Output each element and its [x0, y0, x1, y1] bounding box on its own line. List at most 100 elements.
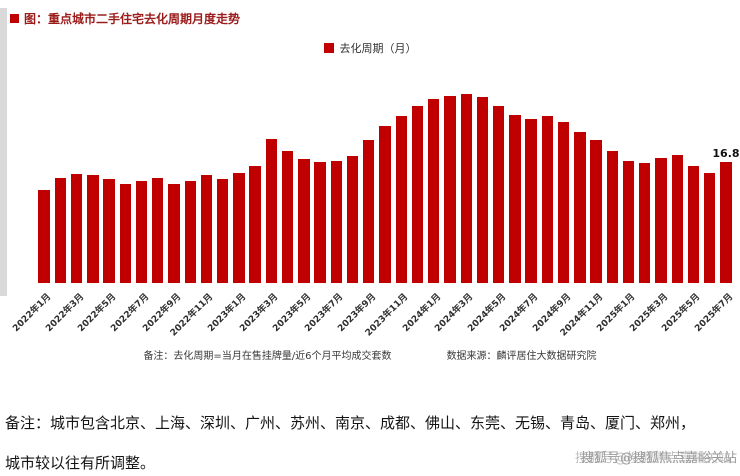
bar-column	[182, 60, 198, 283]
bar	[298, 159, 310, 283]
bar-column	[52, 60, 68, 283]
bar	[265, 139, 278, 283]
bar-column: 16.8	[712, 60, 740, 283]
bar	[720, 162, 732, 283]
watermark: 搜狐号@搜狐焦点嘉峪关站 搜狐号@搜狐焦点嘉峪关站	[575, 447, 737, 466]
bar-column	[36, 60, 52, 283]
bar	[379, 126, 391, 283]
title-bullet-icon	[10, 14, 19, 23]
bar	[476, 97, 489, 283]
bar	[525, 118, 537, 283]
chart-source: 数据来源：麟评居住大数据研究院	[446, 351, 597, 362]
bar-column	[426, 60, 442, 283]
bar	[622, 160, 635, 283]
bar	[590, 140, 602, 283]
left-edge-strip	[0, 8, 7, 296]
bar-column	[296, 60, 312, 283]
bar-column	[68, 60, 84, 283]
bar-column	[101, 60, 117, 283]
bar-column	[653, 60, 669, 283]
bar	[87, 175, 99, 283]
bar-column	[685, 60, 701, 283]
bar	[411, 105, 424, 283]
bar	[460, 93, 472, 283]
bar	[314, 162, 326, 283]
bar-column	[247, 60, 263, 283]
bar-column	[669, 60, 685, 283]
bar	[135, 180, 148, 283]
legend-swatch-icon	[323, 43, 334, 53]
bar-column	[280, 60, 296, 283]
bar-column	[231, 60, 247, 283]
bar-column	[474, 60, 490, 283]
bar	[249, 166, 261, 283]
bar-column	[312, 60, 328, 283]
bar-column	[328, 60, 344, 283]
bar-column	[133, 60, 149, 283]
bar	[574, 131, 586, 283]
bar	[444, 95, 456, 283]
bar-column	[409, 60, 425, 283]
bar-column	[491, 60, 507, 283]
bar	[428, 98, 440, 283]
bar-column	[507, 60, 523, 283]
bar	[103, 179, 115, 283]
bar	[233, 172, 245, 283]
plot-area: 16.8	[36, 60, 740, 283]
legend-label: 去化周期（月）	[339, 42, 417, 55]
bar-column	[588, 60, 604, 283]
bar	[152, 177, 164, 283]
bar-column	[166, 60, 182, 283]
bar-column	[442, 60, 458, 283]
bar	[493, 105, 505, 283]
chart-footnotes: 备注：去化周期=当月在售挂牌量/近6个月平均成交套数 数据来源：麟评居住大数据研…	[0, 347, 740, 362]
watermark-text: 搜狐号@搜狐焦点嘉峪关站	[580, 451, 737, 466]
bar	[168, 183, 180, 283]
bar	[200, 175, 213, 283]
bar-column	[572, 60, 588, 283]
bar	[330, 160, 343, 283]
bar-column	[344, 60, 360, 283]
bar-column	[377, 60, 393, 283]
bar-column	[539, 60, 555, 283]
article-note-line2: 城市较以往有所调整。	[5, 456, 156, 472]
bar-column	[523, 60, 539, 283]
bar-column	[393, 60, 409, 283]
last-bar-value-label: 16.8	[712, 147, 740, 161]
bar-column	[620, 60, 636, 283]
bar	[54, 177, 67, 283]
bar-column	[637, 60, 653, 283]
chart-legend: 去化周期（月）	[0, 40, 740, 56]
chart-title: 图：重点城市二手住宅去化周期月度走势	[10, 10, 240, 27]
bar-column	[361, 60, 377, 283]
bar	[704, 172, 716, 283]
bar	[655, 157, 667, 283]
bar-column	[556, 60, 572, 283]
bar-column	[117, 60, 133, 283]
bar	[671, 154, 683, 283]
chart-title-text: 图：重点城市二手住宅去化周期月度走势	[24, 12, 241, 26]
bar	[346, 156, 359, 283]
bar-column	[85, 60, 101, 283]
bar-column	[150, 60, 166, 283]
bar	[119, 184, 131, 283]
bar	[606, 150, 618, 283]
bar	[70, 173, 83, 283]
watermark-shadow-text: 搜狐号@搜狐焦点嘉峪关站	[574, 451, 731, 466]
bar	[639, 163, 651, 283]
bar	[509, 114, 521, 283]
article-note-line1: 备注：城市包含北京、上海、深圳、广州、苏州、南京、成都、佛山、东莞、无锡、青岛、…	[5, 416, 696, 432]
bar-column	[198, 60, 214, 283]
bar-column	[458, 60, 474, 283]
bar	[687, 166, 700, 283]
bar-column	[263, 60, 279, 283]
bar	[541, 115, 554, 283]
chart-note: 备注：去化周期=当月在售挂牌量/近6个月平均成交套数	[143, 351, 392, 362]
bar-column	[702, 60, 718, 283]
bar	[38, 190, 50, 283]
bar-column	[604, 60, 620, 283]
bar	[184, 181, 196, 283]
bar	[395, 115, 407, 283]
bar	[217, 179, 229, 283]
